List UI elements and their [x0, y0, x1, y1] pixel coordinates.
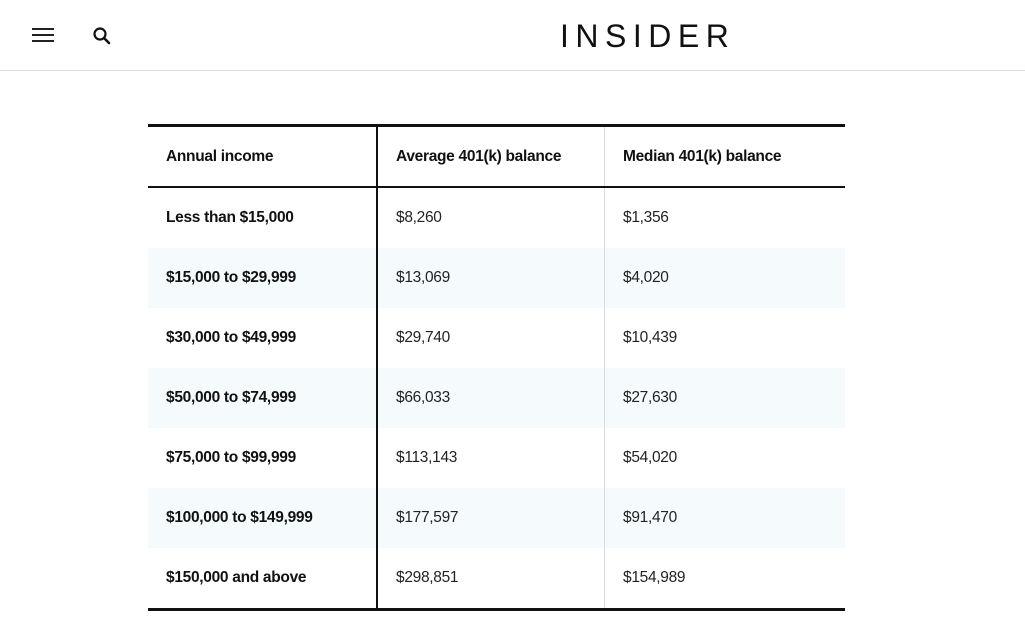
average-balance-cell: $8,260 — [377, 187, 605, 248]
income-cell: $100,000 to $149,999 — [148, 488, 378, 548]
median-balance-cell: $154,989 — [623, 569, 686, 586]
income-cell: $150,000 and above — [148, 548, 378, 610]
income-cell: $75,000 to $99,999 — [148, 428, 378, 488]
table-row: $15,000 to $29,999 $13,069 $4,020 — [148, 248, 845, 308]
site-header: INSIDER — [0, 0, 1025, 71]
median-balance-cell: $27,630 — [623, 389, 677, 406]
average-balance-cell: $177,597 — [377, 488, 605, 548]
income-cell: $15,000 to $29,999 — [148, 248, 378, 308]
average-balance-cell: $298,851 — [377, 548, 605, 610]
average-balance-cell: $113,143 — [377, 428, 605, 488]
median-balance-cell: $4,020 — [623, 269, 669, 286]
table-row: $50,000 to $74,999 $66,033 $27,630 — [148, 368, 845, 428]
table-row: $75,000 to $99,999 $113,143 $54,020 — [148, 428, 845, 488]
401k-balance-table: Annual income Average 401(k) balance Med… — [148, 124, 845, 611]
hamburger-menu-icon[interactable] — [30, 25, 56, 45]
average-balance-cell: $66,033 — [377, 368, 605, 428]
search-icon[interactable] — [91, 25, 113, 47]
table-row: $100,000 to $149,999 $177,597 $91,470 — [148, 488, 845, 548]
column-header-average-balance: Average 401(k) balance — [377, 125, 605, 187]
average-balance-cell: $13,069 — [377, 248, 605, 308]
table-row: Less than $15,000 $8,260 $1,356 — [148, 187, 845, 248]
table-row: $150,000 and above $298,851 $154,989 — [148, 548, 845, 610]
401k-balance-table-container: Annual income Average 401(k) balance Med… — [148, 124, 845, 611]
column-header-median-balance: Median 401(k) balance — [623, 147, 782, 165]
income-cell: Less than $15,000 — [148, 187, 378, 248]
table-row: $30,000 to $49,999 $29,740 $10,439 — [148, 308, 845, 368]
insider-logo[interactable]: INSIDER — [560, 18, 736, 54]
median-balance-cell: $91,470 — [623, 509, 677, 526]
median-balance-cell: $1,356 — [623, 209, 669, 226]
income-cell: $30,000 to $49,999 — [148, 308, 378, 368]
median-balance-cell: $10,439 — [623, 329, 677, 346]
table-header-row: Annual income Average 401(k) balance Med… — [148, 125, 845, 187]
average-balance-cell: $29,740 — [377, 308, 605, 368]
column-header-annual-income: Annual income — [148, 125, 378, 187]
income-cell: $50,000 to $74,999 — [148, 368, 378, 428]
median-balance-cell: $54,020 — [623, 449, 677, 466]
